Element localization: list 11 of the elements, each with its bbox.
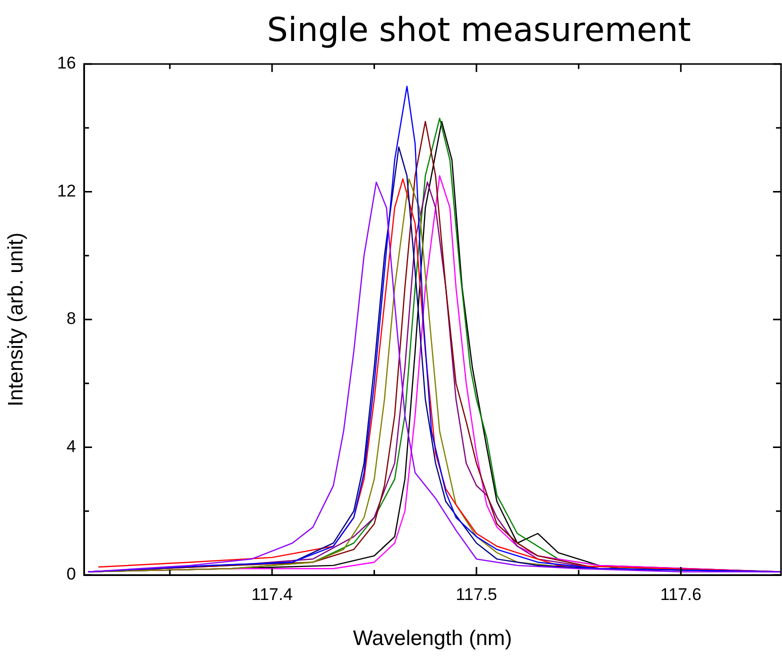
x-tick-label: 117.6 (660, 584, 702, 604)
y-tick-label: 4 (66, 436, 76, 456)
chart-title: Single shot measurement (266, 10, 692, 49)
y-tick-label: 8 (66, 309, 76, 328)
x-tick-label: 117.5 (456, 584, 498, 604)
y-tick-label: 16 (57, 54, 76, 73)
y-tick-label: 0 (66, 564, 76, 584)
y-tick-label: 12 (57, 181, 76, 200)
x-tick-label: 117.4 (251, 584, 293, 604)
x-axis-title: Wavelength (nm) (352, 627, 512, 650)
y-axis-title: Intensity (arb. unit) (4, 232, 28, 406)
